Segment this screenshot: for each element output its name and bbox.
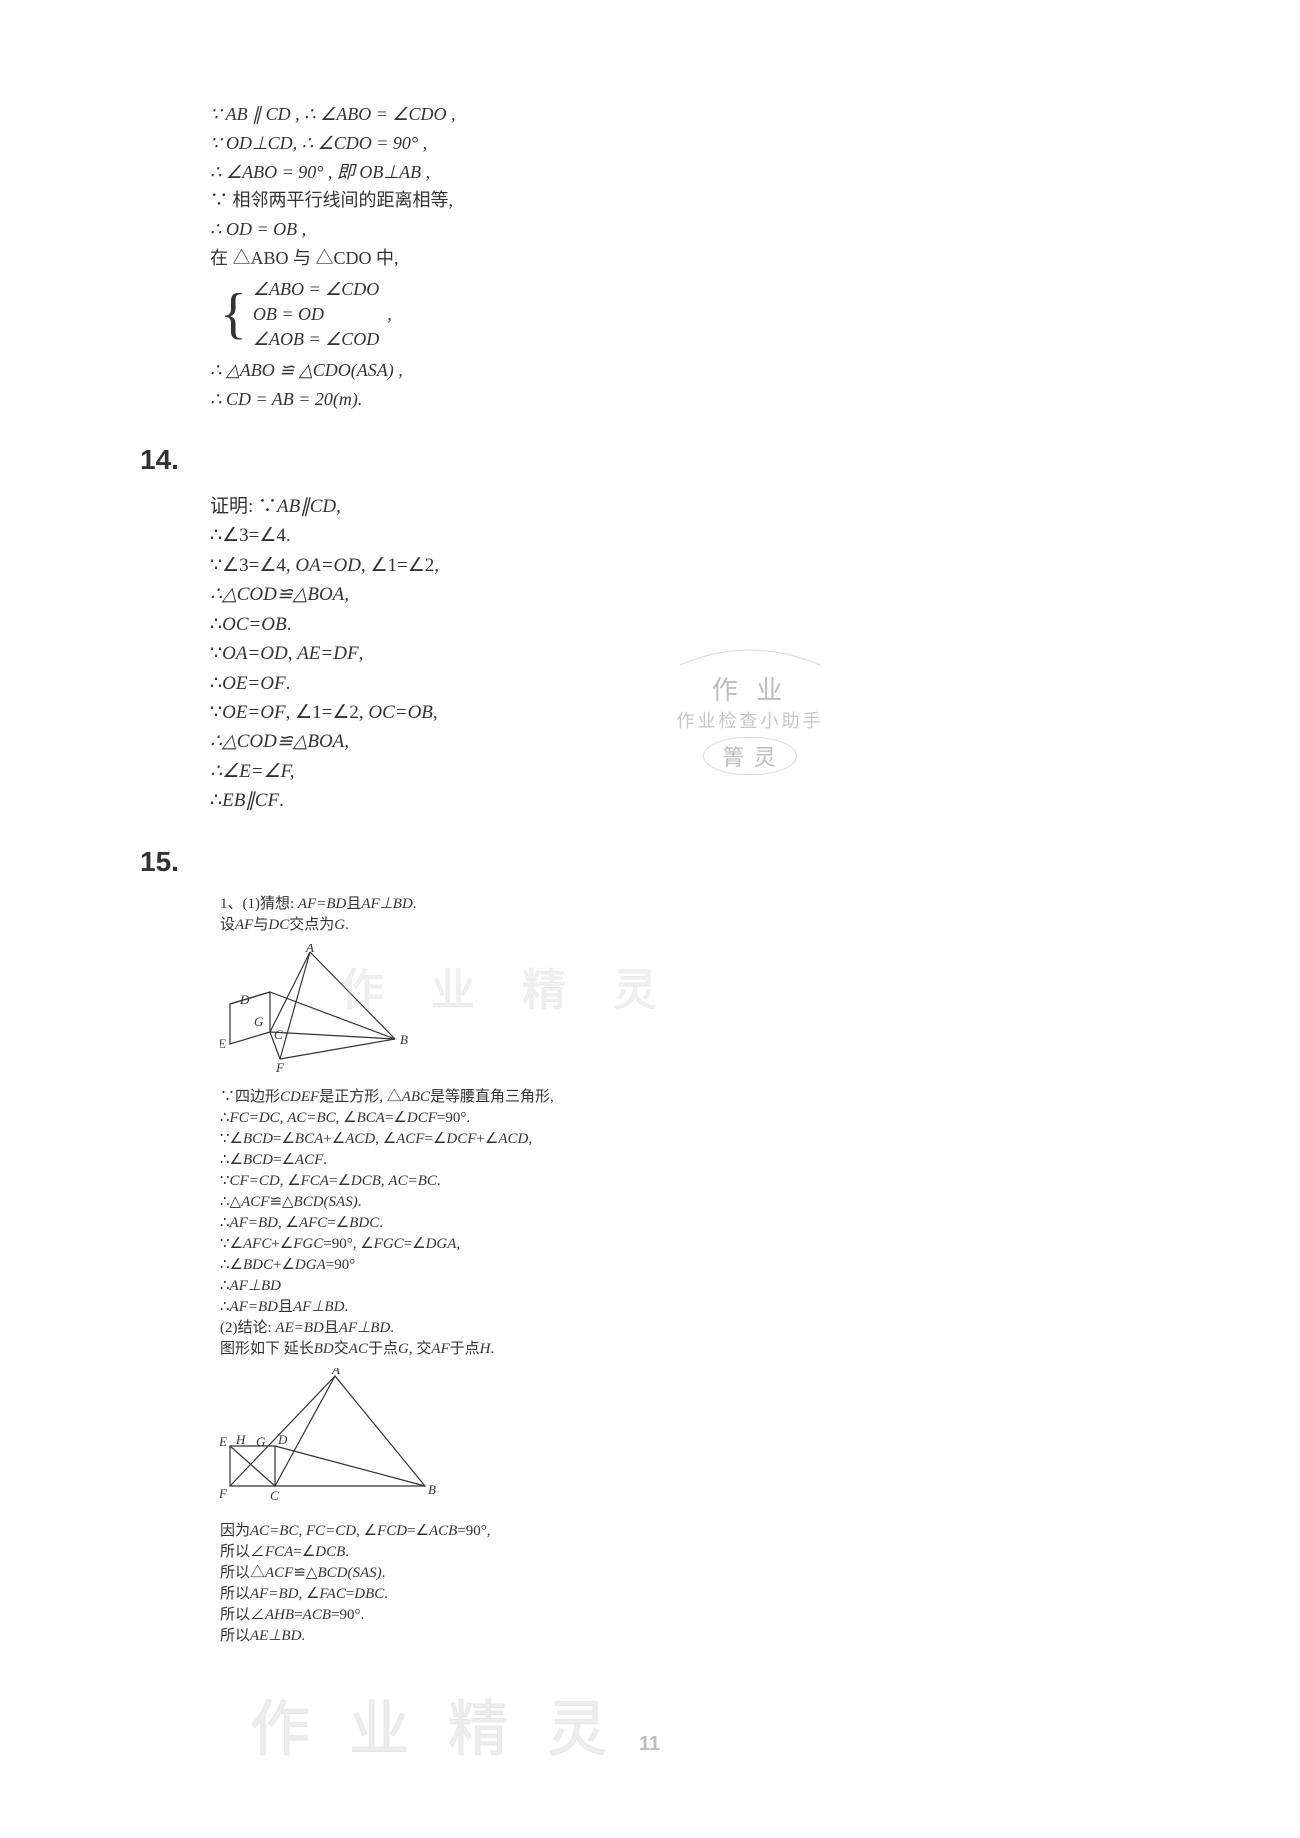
watermark-oval: 箐 灵 <box>703 737 797 775</box>
brace-line: ∠ABO = ∠CDO <box>253 277 379 302</box>
diagram-svg: A B C D E F G H <box>220 1368 450 1508</box>
text: ∵ 相邻两平行线间的距离相等, <box>210 190 453 210</box>
question-number-14: 14. <box>140 444 1300 476</box>
small-line: ∵CF=CD, ∠FCA=∠DCB, AC=BC. <box>220 1171 1300 1192</box>
math-line: ∴ △ABO ≌ △CDO(ASA) , <box>210 356 1300 385</box>
page-number: 11 <box>639 1733 660 1756</box>
geometry-diagram-1: 作 业 精 灵 A B C D E F <box>220 944 1300 1079</box>
small-line: 所以△ACF≌△BCD(SAS). <box>220 1563 1300 1584</box>
label-A: A <box>331 1368 340 1377</box>
watermark-inline: 作 业 精 灵 <box>340 954 675 1018</box>
small-line: ∴AF=BD, ∠AFC=∠BDC. <box>220 1213 1300 1234</box>
watermark-arc-icon <box>670 640 830 670</box>
solution-block-15: 1、(1)猜想: AF=BD且AF⊥BD. 设AF与DC交点为G. 作 业 精 … <box>220 894 1300 1647</box>
proof-line: ∴△COD≌△BOA, <box>210 580 1300 609</box>
label-G: G <box>254 1014 264 1029</box>
small-line: ∴FC=DC, AC=BC, ∠BCA=∠DCF=90°. <box>220 1108 1300 1129</box>
math-line: ∴ OD = OB , <box>210 215 1300 244</box>
brace-lines: ∠ABO = ∠CDO OB = OD ∠AOB = ∠COD <box>253 277 379 353</box>
math-line: ∵ 相邻两平行线间的距离相等, <box>210 186 1300 215</box>
math-line: ∵ AB ∥ CD , ∴ ∠ABO = ∠CDO , <box>210 100 1300 129</box>
label-E: E <box>220 1434 227 1449</box>
proof-line: ∴OC=OB. <box>210 610 1300 639</box>
question-number-15: 15. <box>140 846 1300 878</box>
math-line: ∴ ∠ABO = 90° , 即 OB⊥AB , <box>210 158 1300 187</box>
small-line: 设AF与DC交点为G. <box>220 915 1300 936</box>
geometry-diagram-2: A B C D E F G H <box>220 1368 1300 1513</box>
brace-line: ∠AOB = ∠COD <box>253 327 379 352</box>
label-C: C <box>270 1488 279 1503</box>
left-brace: { <box>220 289 247 339</box>
label-F: F <box>275 1060 285 1074</box>
proof-line: 证明: ∵AB∥CD, <box>210 492 1300 521</box>
small-line: 所以∠FCA=∠DCB. <box>220 1542 1300 1563</box>
watermark-footer: 作 业 精 灵 11 <box>250 1681 660 1768</box>
label-E: E <box>220 1036 226 1051</box>
brace-line: OB = OD <box>253 302 379 327</box>
label-G: G <box>256 1434 266 1449</box>
watermark-text: 作 业 精 灵 <box>250 1681 619 1768</box>
label-A: A <box>305 944 314 955</box>
small-line: ∴∠BDC+∠DGA=90° <box>220 1255 1300 1276</box>
small-line: 图形如下 延长BD交AC于点G, 交AF于点H. <box>220 1339 1300 1360</box>
proof-line: ∴EB∥CF. <box>210 786 1300 815</box>
proof-line: ∴∠3=∠4. <box>210 521 1300 550</box>
watermark-stamp: 作 业 作业检查小助手 箐 灵 <box>670 640 830 775</box>
small-line: ∵∠AFC+∠FGC=90°, ∠FGC=∠DGA, <box>220 1234 1300 1255</box>
small-line: 1、(1)猜想: AF=BD且AF⊥BD. <box>220 894 1300 915</box>
brace-system: { ∠ABO = ∠CDO OB = OD ∠AOB = ∠COD , <box>220 277 1300 353</box>
small-line: 所以AE⊥BD. <box>220 1626 1300 1647</box>
math-line: 在 △ABO 与 △CDO 中, <box>210 244 1300 273</box>
label-B: B <box>400 1032 408 1047</box>
label-D: D <box>239 992 250 1007</box>
label-B: B <box>428 1482 436 1497</box>
small-line: 所以∠AHB=ACB=90°. <box>220 1605 1300 1626</box>
small-line: ∴AF⊥BD <box>220 1276 1300 1297</box>
math-line: ∵ OD⊥CD, ∴ ∠CDO = 90° , <box>210 129 1300 158</box>
small-line: (2)结论: AE=BD且AF⊥BD. <box>220 1318 1300 1339</box>
small-line: 所以AF=BD, ∠FAC=DBC. <box>220 1584 1300 1605</box>
label-H: H <box>235 1432 246 1447</box>
text: 在 △ABO 与 △CDO 中, <box>210 248 399 268</box>
label-D: D <box>277 1432 288 1447</box>
watermark-subtext: 作业检查小助手 <box>677 707 824 733</box>
small-line: ∵四边形CDEF是正方形, △ABC是等腰直角三角形, <box>220 1087 1300 1108</box>
proof-line: ∵∠3=∠4, OA=OD, ∠1=∠2, <box>210 551 1300 580</box>
small-line: 因为AC=BC, FC=CD, ∠FCD=∠ACB=90°, <box>220 1521 1300 1542</box>
watermark-text: 作 业 <box>712 670 789 707</box>
small-line: ∴AF=BD且AF⊥BD. <box>220 1297 1300 1318</box>
solution-block-1: ∵ AB ∥ CD , ∴ ∠ABO = ∠CDO , ∵ OD⊥CD, ∴ ∠… <box>200 100 1300 414</box>
small-line: ∵∠BCD=∠BCA+∠ACD, ∠ACF=∠DCF+∠ACD, <box>220 1129 1300 1150</box>
label-C: C <box>274 1027 283 1042</box>
comma: , <box>387 300 392 329</box>
label-F: F <box>220 1486 228 1501</box>
math-line: ∴ CD = AB = 20(m). <box>210 385 1300 414</box>
small-line: ∴△ACF≌△BCD(SAS). <box>220 1192 1300 1213</box>
small-line: ∴∠BCD=∠ACF. <box>220 1150 1300 1171</box>
